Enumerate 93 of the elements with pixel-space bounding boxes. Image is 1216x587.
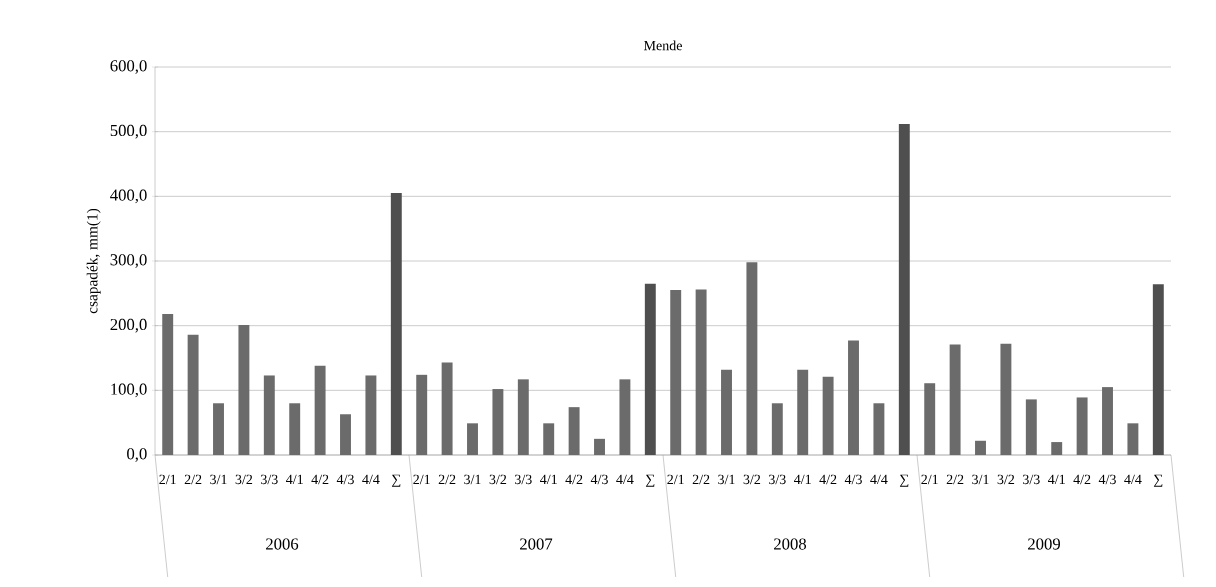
y-axis-title: csapadék, mm(1) [86,208,101,314]
x-tick-label: 3/1 [718,474,735,485]
x-tick-label: 3/2 [997,474,1015,485]
bar [365,375,377,455]
bar [746,262,758,455]
x-tick-label: 4/2 [311,474,329,485]
bar [873,403,885,455]
x-tick-label: 2/2 [184,474,202,485]
bar [492,389,504,455]
x-tick-label: 4/2 [819,474,837,485]
bar [797,369,809,455]
bar [1102,387,1113,455]
bar [1000,343,1012,455]
bar [517,379,529,455]
y-tick-label: 100,0 [111,383,147,398]
x-tick-label: 4/4 [362,474,380,485]
text: 2006 [266,538,299,550]
x-tick-label: 3/1 [464,474,481,485]
bar [441,362,453,455]
x-tick-label: 2/2 [692,474,710,485]
bar [340,414,351,455]
bar [721,369,732,455]
x-tick-label: 2/1 [413,474,430,485]
x-tick-label: 3/2 [743,474,761,485]
x-tick-label: 4/2 [1073,474,1091,485]
bar [594,438,605,455]
bar [898,123,910,455]
bar [924,383,936,455]
bar [1051,442,1063,455]
bar [543,423,555,455]
bar [822,376,834,455]
x-tick-label: 4/3 [590,474,608,485]
x-tick-label: 4/1 [540,474,557,485]
x-tick-label: 2/1 [159,474,176,485]
bar [263,375,275,455]
x-tick-label: 2/1 [921,474,938,485]
x-tick-label: 4/1 [1048,474,1065,485]
x-tick-label: 4/1 [286,474,303,485]
text: 2009 [1028,538,1060,550]
bar [289,403,301,455]
y-tick-label: 400,0 [110,189,147,204]
x-tick-label: 3/3 [1023,474,1040,485]
x-tick-label: 4/3 [1098,474,1116,485]
bar [213,403,224,455]
text: 2008 [774,538,807,550]
bar [975,440,986,455]
x-tick-label: 3/3 [769,474,786,485]
bar [314,365,326,455]
bar [568,407,580,455]
x-tick-label: 2/1 [667,474,684,485]
x-tick-label: ∑ [645,474,655,487]
x-tick-label: 4/4 [1124,474,1142,485]
x-tick-label: 3/3 [515,474,532,485]
y-tick-label: 300,0 [110,254,147,268]
bar [644,283,656,455]
bar [848,340,859,455]
bar [771,403,783,455]
text: 2007 [520,538,553,550]
y-tick-label: 200,0 [110,318,147,333]
chart-title: Mende [643,40,682,51]
x-tick-label: 4/3 [844,474,862,485]
x-tick-label: 4/4 [616,474,634,485]
x-tick-label: 3/2 [235,474,253,485]
x-tick-label: 4/1 [794,474,811,485]
x-tick-label: 3/3 [261,474,278,485]
bar [619,379,631,455]
bar [162,314,174,455]
bar [949,344,961,455]
x-tick-label: 3/1 [210,474,227,485]
bar [467,423,478,455]
bar [390,193,402,455]
bar [1127,423,1139,455]
x-tick-label: ∑ [899,474,909,487]
bar [187,334,199,455]
x-tick-label: 4/4 [870,474,888,485]
x-tick-label: ∑ [391,474,401,487]
x-tick-label: 3/2 [489,474,507,485]
x-tick-label: 3/1 [972,474,989,485]
x-tick-label: 2/2 [946,474,964,485]
bar [1025,399,1037,455]
y-tick-label: 600,0 [110,60,147,74]
y-tick-label: 500,0 [110,124,147,139]
bar [695,289,707,455]
x-tick-label: 4/2 [565,474,583,485]
x-tick-label: 2/2 [438,474,456,485]
x-tick-label: ∑ [1153,474,1163,487]
x-tick-label: 4/3 [336,474,354,485]
bar [238,325,250,455]
bar [1152,284,1164,455]
bar [670,290,682,455]
bar [416,374,428,455]
y-tick-label: 0,0 [127,448,147,462]
bar [1076,397,1088,455]
